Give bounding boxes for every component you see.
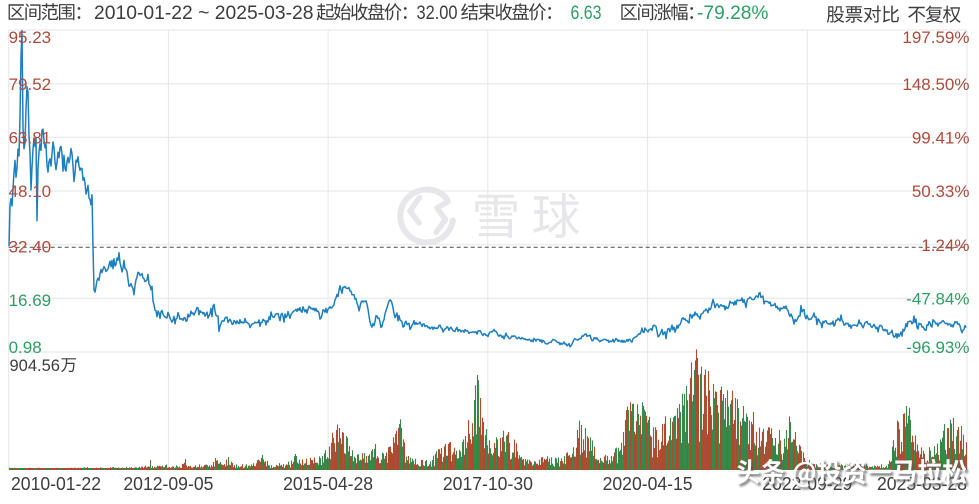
svg-text:148.50%: 148.50%	[902, 75, 969, 94]
svg-text:-47.84%: -47.84%	[906, 290, 969, 309]
svg-text:99.41%: 99.41%	[912, 129, 970, 148]
svg-text:79.52: 79.52	[9, 75, 52, 94]
svg-text:50.33%: 50.33%	[912, 182, 970, 201]
svg-text:32.00: 32.00	[417, 3, 458, 24]
svg-text:2010-01-22: 2010-01-22	[11, 474, 101, 494]
svg-text:-96.93%: -96.93%	[906, 338, 969, 357]
svg-text:2020-04-15: 2020-04-15	[603, 474, 693, 494]
svg-text:2012-09-05: 2012-09-05	[123, 474, 213, 494]
svg-text:2015-04-28: 2015-04-28	[283, 474, 373, 494]
svg-text:-79.28%: -79.28%	[697, 3, 769, 24]
svg-text:16.69: 16.69	[9, 291, 52, 310]
svg-text:2010-01-22 ~ 2025-03-28: 2010-01-22 ~ 2025-03-28	[94, 3, 314, 24]
svg-text:32.40: 32.40	[9, 238, 52, 257]
svg-text:2017-10-30: 2017-10-30	[443, 474, 533, 494]
svg-text:197.59%: 197.59%	[902, 28, 969, 47]
svg-text:904.56: 904.56	[10, 357, 60, 375]
svg-text:63.81: 63.81	[9, 129, 52, 148]
svg-text:1.24%: 1.24%	[921, 236, 969, 255]
svg-text:6.63: 6.63	[571, 3, 602, 24]
svg-text:48.10: 48.10	[9, 182, 52, 201]
svg-text:95.23: 95.23	[9, 28, 52, 47]
svg-text:0.98: 0.98	[9, 338, 42, 357]
